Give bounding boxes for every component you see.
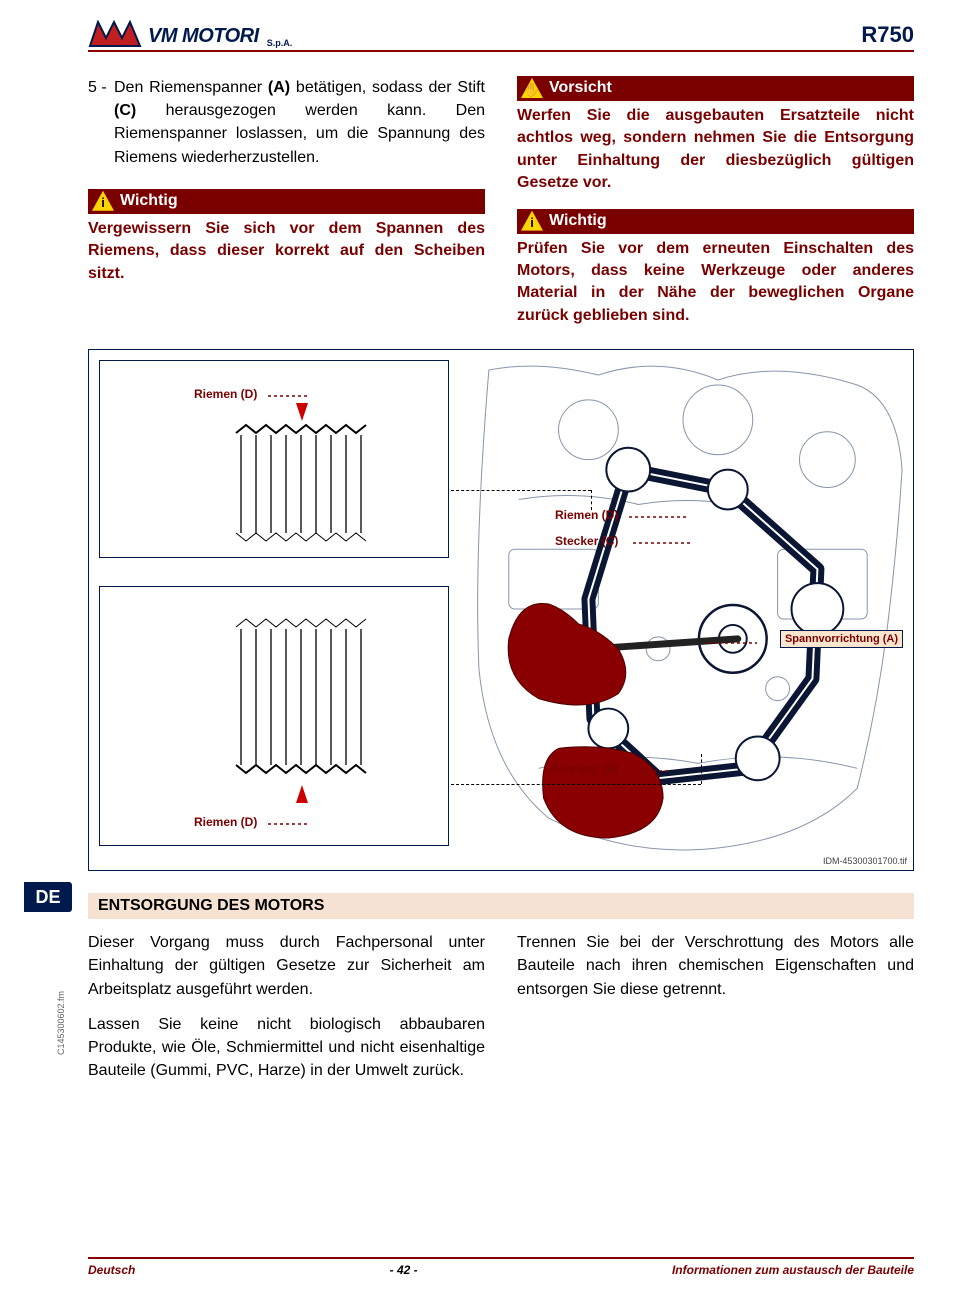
footer-left: Deutsch [88,1263,135,1277]
leader-line [701,754,702,784]
label-riemen-d-right: Riemen (D) [555,508,618,522]
label-riemen-d-bot: Riemen (D) [194,815,257,829]
language-tab: DE [24,882,72,912]
technical-figure: Riemen (D) [88,349,914,871]
step-text: Den Riemenspanner (A) betätigen, sodass … [114,76,485,169]
section-columns: Dieser Vorgang muss durch Fachpersonal u… [88,931,914,1094]
step-number: 5 - [88,76,114,169]
label-spann-a: Spannvorrichtung (A) [780,630,903,648]
arrow-down-icon [296,403,308,421]
section-right: Trennen Sie bei der Verschrottung des Mo… [517,931,914,1094]
side-reference: C145300602.fm [56,991,66,1055]
pulley-top [226,423,376,543]
page-header: VM MOTORI S.p.A. R750 [88,20,914,52]
leader-line [591,490,592,510]
wichtig-body-left: Vergewissern Sie sich vor dem Spannen de… [88,218,485,285]
vorsicht-body: Werfen Sie die ausgebauten Ersatzteile n… [517,105,914,195]
step-5: 5 - Den Riemenspanner (A) betätigen, sod… [88,76,485,169]
caution-icon: ✋ [521,78,543,98]
para: Trennen Sie bei der Verschrottung des Mo… [517,931,914,1001]
para: Lassen Sie keine nicht biologisch abbaub… [88,1013,485,1083]
brand-suffix: S.p.A. [267,38,293,48]
ref-c: (C) [114,102,136,119]
wichtig-header-right: i Wichtig [517,209,914,234]
engine-illustration [459,350,913,870]
label-riemen-d-top: Riemen (D) [194,387,257,401]
page-footer: Deutsch - 42 - Informationen zum austaus… [88,1257,914,1277]
t: betätigen, sodass der Stift [290,79,485,96]
leader-line [451,490,591,491]
vorsicht-label: Vorsicht [549,79,612,97]
section-left: Dieser Vorgang muss durch Fachpersonal u… [88,931,485,1094]
leader-line [451,784,701,785]
pulley-bottom [226,617,376,777]
figure-idm: IDM-45300301700.tif [823,856,907,866]
wichtig-label: Wichtig [549,212,607,230]
detail-bottom: Riemen (D) [99,586,449,846]
para: Dieser Vorgang muss durch Fachpersonal u… [88,931,485,1001]
wichtig-header-left: i Wichtig [88,189,485,214]
left-column: 5 - Den Riemenspanner (A) betätigen, sod… [88,76,485,327]
section-heading: ENTSORGUNG DES MOTORS [88,893,914,919]
arrow-up-icon [296,785,308,803]
info-icon: i [92,191,114,211]
footer-page-number: - 42 - [390,1263,418,1277]
logo-mark-icon [88,20,142,48]
detail-top: Riemen (D) [99,360,449,558]
figure-left: Riemen (D) [89,350,459,870]
label-stecker-c: Stecker (C) [555,534,618,548]
page-content: VM MOTORI S.p.A. R750 5 - Den Riemenspan… [88,20,914,1094]
vorsicht-header: ✋ Vorsicht [517,76,914,101]
top-columns: 5 - Den Riemenspanner (A) betätigen, sod… [88,76,914,327]
t: Den Riemenspanner [114,79,268,96]
figure-right: Riemen (D) Stecker (C) Spannvorrichtung … [459,350,913,870]
brand-name: VM MOTORI [148,25,259,48]
t: herausgezogen werden kann. Den Riemenspa… [114,102,485,165]
brand-logo: VM MOTORI S.p.A. [88,20,292,48]
wichtig-body-right: Prüfen Sie vor dem erneuten Einschalten … [517,238,914,328]
info-icon: i [521,211,543,231]
wichtig-label: Wichtig [120,192,178,210]
model-number: R750 [861,22,914,48]
footer-right: Informationen zum austausch der Bauteile [672,1263,914,1277]
label-bohrung-b: Bohrung (B) [549,762,619,776]
right-column: ✋ Vorsicht Werfen Sie die ausgebauten Er… [517,76,914,327]
ref-a: (A) [268,79,290,96]
